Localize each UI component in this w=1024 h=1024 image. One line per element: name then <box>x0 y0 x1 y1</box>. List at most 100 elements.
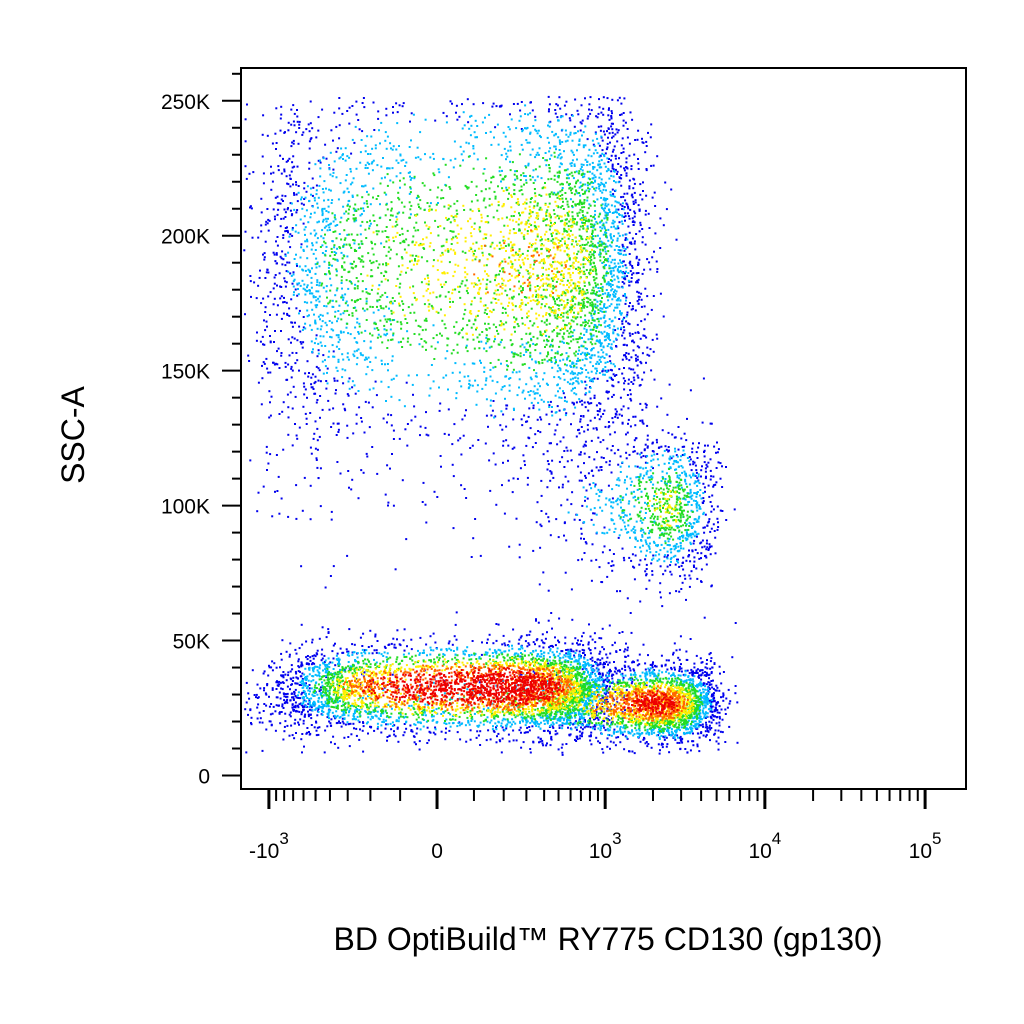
event-dot <box>672 455 675 458</box>
event-dot <box>363 340 366 343</box>
event-dot <box>606 676 609 679</box>
event-dot <box>641 198 644 201</box>
event-dot <box>608 158 610 160</box>
event-dot <box>244 313 246 316</box>
event-dot <box>601 149 604 152</box>
event-dot <box>596 198 599 201</box>
event-dot <box>544 152 547 154</box>
event-dot <box>302 706 304 709</box>
event-dot <box>296 282 299 285</box>
event-dot <box>328 168 331 171</box>
event-dot <box>689 389 692 392</box>
event-dot <box>271 515 274 518</box>
event-dot <box>609 283 612 286</box>
event-dot <box>514 178 517 181</box>
event-dot <box>517 642 520 645</box>
event-dot <box>611 644 614 647</box>
event-dot <box>693 522 696 525</box>
event-dot <box>388 167 391 170</box>
event-dot <box>342 331 345 334</box>
event-dot <box>601 627 604 630</box>
event-dot <box>545 413 548 416</box>
event-dot <box>641 241 644 244</box>
event-dot <box>619 299 622 302</box>
event-dot <box>584 97 586 100</box>
event-dot <box>264 277 267 279</box>
event-dot <box>361 645 364 647</box>
event-dot <box>278 691 281 694</box>
event-dot <box>704 477 707 480</box>
event-dot <box>599 309 602 312</box>
event-dot <box>644 243 647 246</box>
event-dot <box>273 253 276 256</box>
event-dot <box>436 341 439 344</box>
event-dot <box>401 479 404 482</box>
event-dot <box>590 370 593 373</box>
event-dot <box>529 748 532 750</box>
event-dot <box>275 252 278 255</box>
event-dot <box>718 689 721 692</box>
event-dot <box>690 497 693 500</box>
event-dot <box>273 276 276 279</box>
event-dot <box>659 549 662 552</box>
event-dot <box>693 566 695 568</box>
event-dot <box>690 668 693 671</box>
event-dot <box>492 725 494 728</box>
event-dot <box>337 360 340 363</box>
event-dot <box>716 441 718 444</box>
event-dot <box>324 217 327 220</box>
event-dot <box>690 536 693 539</box>
event-dot <box>598 339 601 342</box>
event-dot <box>623 282 626 285</box>
event-dot <box>536 392 539 395</box>
event-dot <box>627 205 629 208</box>
event-dot <box>679 544 682 547</box>
event-dot <box>518 378 521 381</box>
event-dot <box>279 711 281 714</box>
event-dot <box>325 187 327 190</box>
event-dot <box>678 741 681 744</box>
event-dot <box>346 356 349 359</box>
event-dot <box>498 170 501 173</box>
event-dot <box>283 277 286 280</box>
event-dot <box>593 728 596 731</box>
event-dot <box>300 713 303 716</box>
event-dot <box>448 729 451 732</box>
event-dot <box>637 272 640 274</box>
event-dot <box>271 669 274 672</box>
event-dot <box>295 253 297 256</box>
event-dot <box>611 112 613 115</box>
event-dot <box>474 136 477 139</box>
event-dot <box>269 340 272 343</box>
event-dot <box>282 258 285 261</box>
event-dot <box>467 387 470 390</box>
event-dot <box>299 341 302 343</box>
event-dot <box>588 456 591 459</box>
event-dot <box>608 670 611 673</box>
event-dot <box>637 129 640 132</box>
event-dot <box>310 386 313 389</box>
event-dot <box>394 735 397 738</box>
event-dot <box>622 208 625 211</box>
event-dot <box>338 348 341 350</box>
event-dot <box>617 270 620 273</box>
event-dot <box>632 382 635 385</box>
event-dot <box>333 246 336 249</box>
event-dot <box>532 740 535 743</box>
event-dot <box>328 226 331 229</box>
event-dot <box>638 258 641 261</box>
event-dot <box>591 378 594 380</box>
event-dot <box>295 672 298 675</box>
event-dot <box>526 476 529 479</box>
event-dot <box>636 452 639 455</box>
event-dot <box>679 735 682 738</box>
event-dot <box>638 466 641 469</box>
event-dot <box>292 271 295 274</box>
event-dot <box>626 238 629 241</box>
event-dot <box>328 720 331 723</box>
event-dot <box>310 340 313 343</box>
event-dot <box>632 349 635 352</box>
event-dot <box>326 382 329 385</box>
event-dot <box>321 320 324 323</box>
event-dot <box>638 653 641 656</box>
